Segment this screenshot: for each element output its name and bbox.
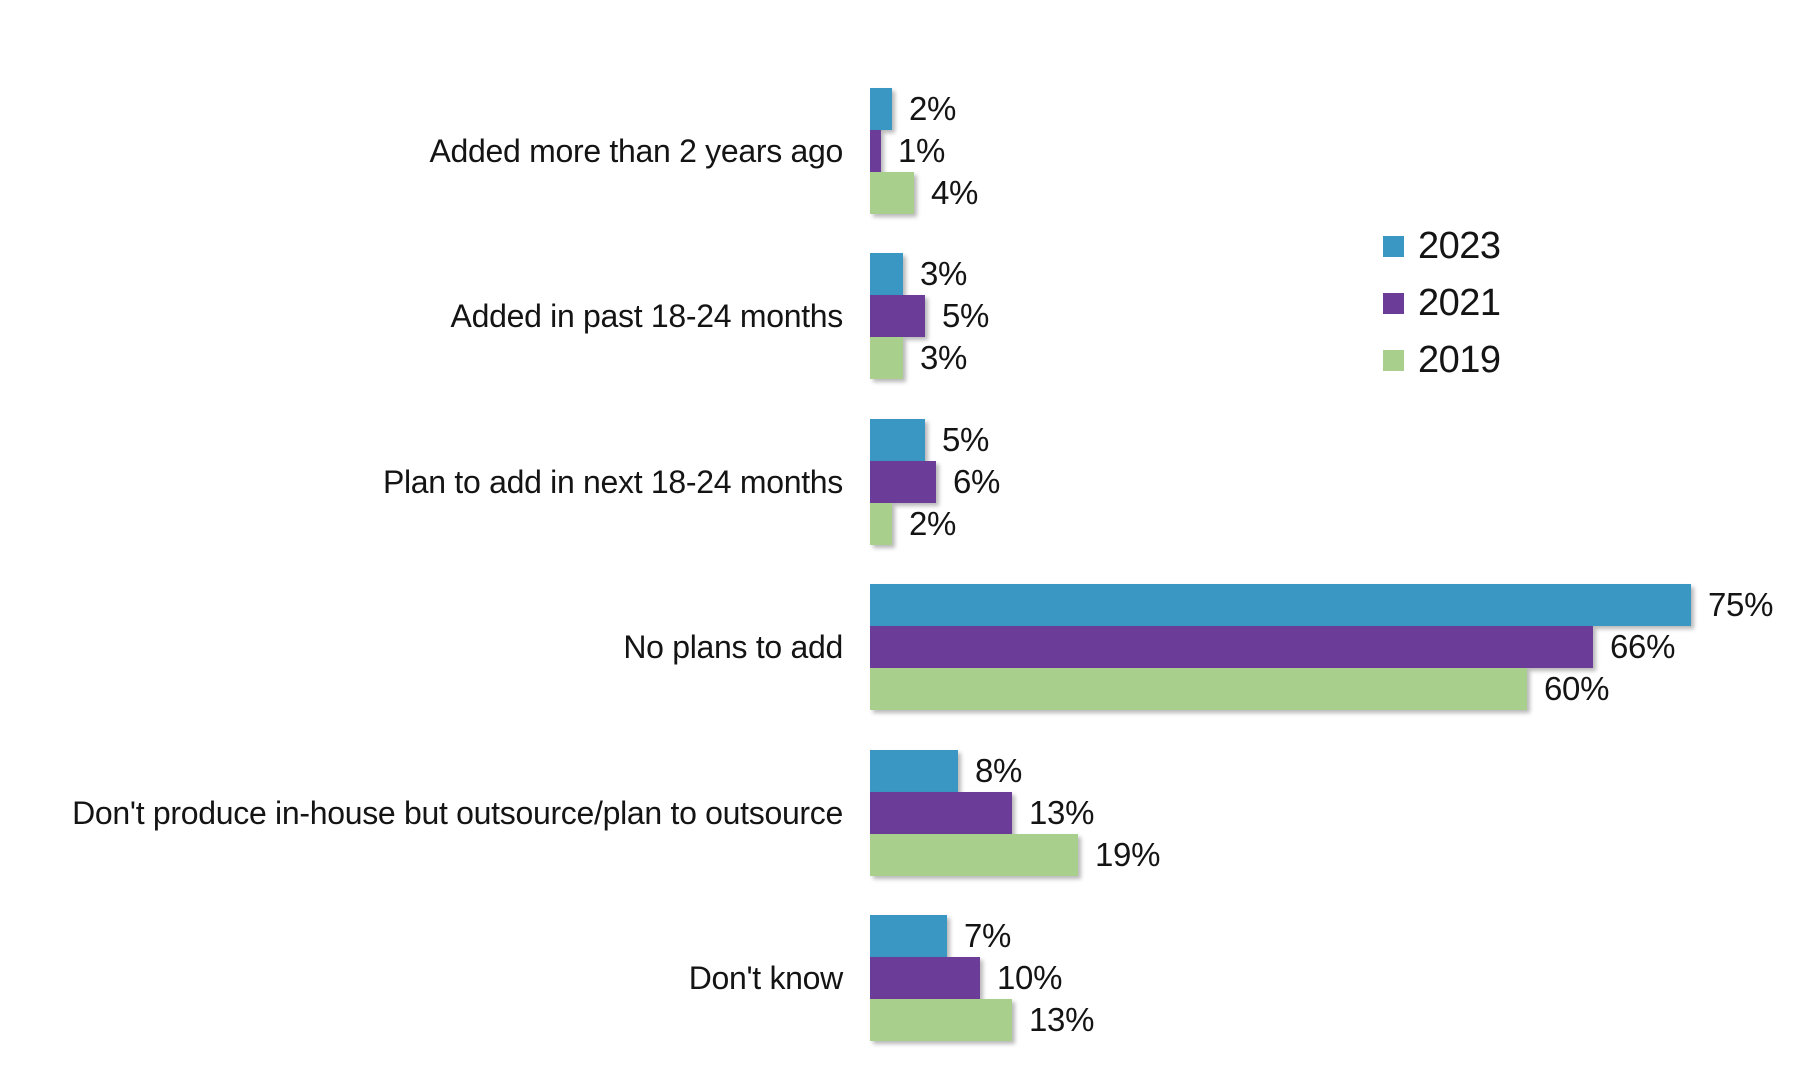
value-label: 5% [942,297,990,334]
bar-2023 [870,253,903,295]
bar-group: 8% 13% 19% [870,750,1819,876]
chart-row: Don't know 7% 10% 13% [0,915,1819,1041]
value-label: 13% [1029,1001,1095,1038]
bar-line: 8% [870,750,1819,792]
value-label: 1% [898,132,946,169]
legend-label: 2023 [1418,224,1501,267]
category-label-text: Don't know [688,959,844,996]
bar-group: 75% 66% 60% [870,584,1819,710]
value-label: 60% [1544,670,1610,707]
bar-2023 [870,584,1691,626]
bar-line: 75% [870,584,1819,626]
bar-line: 2% [870,88,1819,130]
legend-swatch-icon [1383,292,1404,314]
value-label: 66% [1610,628,1676,665]
legend-item-2023: 2023 [1383,224,1501,268]
value-label: 5% [942,421,990,458]
category-label: Don't produce in-house but outsource/pla… [0,750,843,876]
bar-line: 7% [870,915,1819,957]
bar-2019 [870,834,1078,876]
bar-2019 [870,172,914,214]
category-label-text: Don't produce in-house but outsource/pla… [72,794,843,831]
bar-line: 3% [870,253,1819,295]
bar-2019 [870,999,1012,1041]
bar-group: 3% 5% 3% [870,253,1819,379]
bar-line: 5% [870,295,1819,337]
category-label: Added in past 18-24 months [0,253,844,379]
bar-line: 13% [870,999,1819,1041]
bar-2023 [870,419,925,461]
value-label: 8% [975,752,1023,789]
legend: 2023 2021 2019 [1383,224,1501,395]
category-label: Added more than 2 years ago [0,88,843,214]
bar-line: 60% [870,668,1819,710]
bar-2023 [870,915,947,957]
legend-swatch-icon [1383,235,1404,257]
bar-2021 [870,130,881,172]
value-label: 2% [909,90,957,127]
bar-line: 1% [870,130,1819,172]
chart-row: Added in past 18-24 months 3% 5% 3% [0,253,1819,379]
category-label-text: No plans to add [623,628,843,665]
value-label: 10% [997,959,1063,996]
bar-2021 [870,792,1012,834]
category-label: Plan to add in next 18-24 months [0,419,843,545]
category-label-text: Plan to add in next 18-24 months [382,463,843,500]
category-label-text: Added more than 2 years ago [429,132,843,169]
legend-item-2021: 2021 [1383,281,1501,325]
category-label: No plans to add [0,584,843,710]
legend-label: 2021 [1418,281,1501,324]
legend-swatch-icon [1383,349,1404,371]
bar-2021 [870,626,1593,668]
bar-2019 [870,503,892,545]
value-label: 3% [920,339,968,376]
bar-line: 6% [870,461,1819,503]
value-label: 4% [931,174,979,211]
bar-2023 [870,88,892,130]
bar-line: 5% [870,419,1819,461]
bar-line: 19% [870,834,1819,876]
value-label: 13% [1029,794,1095,831]
bar-line: 13% [870,792,1819,834]
value-label: 7% [964,917,1012,954]
value-label: 19% [1095,836,1161,873]
bar-group: 5% 6% 2% [870,419,1819,545]
bar-line: 3% [870,337,1819,379]
category-label: Don't know [0,915,844,1041]
bar-2021 [870,461,936,503]
value-label: 3% [920,255,968,292]
bar-group: 2% 1% 4% [870,88,1819,214]
value-label: 75% [1708,586,1774,623]
bar-line: 66% [870,626,1819,668]
legend-label: 2019 [1418,338,1501,381]
value-label: 6% [953,463,1001,500]
bar-2021 [870,957,980,999]
bar-2023 [870,750,958,792]
chart-row: No plans to add 75% 66% 60% [0,584,1819,710]
chart-row: Plan to add in next 18-24 months 5% 6% 2% [0,419,1819,545]
bar-2019 [870,337,903,379]
bar-group: 7% 10% 13% [870,915,1819,1041]
value-label: 2% [909,505,957,542]
bar-line: 4% [870,172,1819,214]
chart-row: Added more than 2 years ago 2% 1% 4% [0,88,1819,214]
bar-2021 [870,295,925,337]
category-label-text: Added in past 18-24 months [450,297,844,334]
bar-2019 [870,668,1527,710]
legend-item-2019: 2019 [1383,338,1501,382]
bar-line: 2% [870,503,1819,545]
chart-row: Don't produce in-house but outsource/pla… [0,750,1819,876]
bar-line: 10% [870,957,1819,999]
